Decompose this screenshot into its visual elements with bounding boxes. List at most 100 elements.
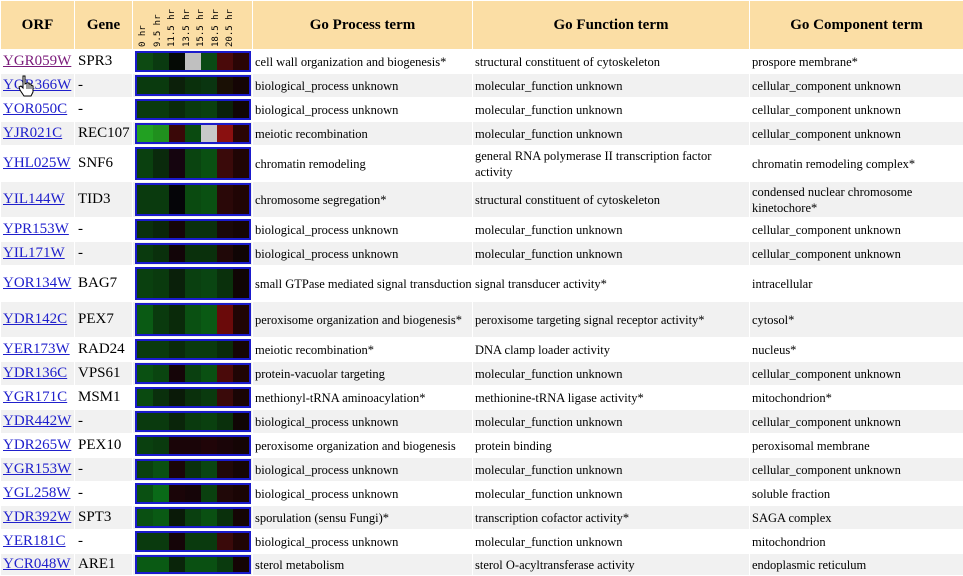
expression-value [185, 509, 201, 526]
table-row: YGR153W - biological_process unknown molecu… [0, 457, 963, 482]
expression-value [185, 341, 201, 358]
gene-cell: REC107 [74, 121, 133, 146]
expression-strip[interactable] [135, 483, 251, 504]
function-term-cell: sterol O-acyltransferase activity [472, 553, 750, 576]
table-row: YGR059W SPR3 cell wall organization and bi… [0, 49, 963, 74]
expression-strip[interactable] [135, 363, 251, 384]
orf-cell: YDR136C [0, 361, 75, 386]
orf-link[interactable]: YIL171W [3, 245, 65, 261]
expression-strip[interactable] [135, 123, 251, 144]
expression-heatmap-cell [132, 553, 253, 576]
orf-cell: YHL025W [0, 145, 75, 182]
expression-value [185, 77, 201, 94]
expression-value [201, 53, 217, 70]
orf-link[interactable]: YGR171C [3, 389, 68, 405]
gene-header[interactable]: Gene [74, 0, 133, 50]
timepoint-label-text: 20.5 hr [225, 9, 235, 47]
expression-strip[interactable] [135, 147, 251, 180]
orf-link[interactable]: YGR153W [3, 461, 72, 477]
expression-value [169, 485, 185, 502]
expression-heatmap-cell [132, 337, 253, 362]
expression-strip[interactable] [135, 411, 251, 432]
orf-link[interactable]: YDR142C [3, 311, 68, 327]
expression-strip[interactable] [135, 339, 251, 360]
component-term-cell: prospore membrane* [749, 49, 963, 74]
expression-strip[interactable] [135, 267, 251, 300]
expression-value [169, 437, 185, 454]
expression-value [185, 437, 201, 454]
table-row: YDR442W - biological_process unknown molecu… [0, 409, 963, 434]
orf-link[interactable]: YCR048W [3, 556, 71, 572]
orf-link[interactable]: YDR265W [3, 437, 72, 453]
expression-value [137, 437, 153, 454]
expression-strip[interactable] [135, 219, 251, 240]
orf-header[interactable]: ORF [0, 0, 75, 50]
expression-strip[interactable] [135, 507, 251, 528]
component-term-cell: SAGA complex [749, 505, 963, 530]
expression-value [185, 269, 201, 298]
process-header[interactable]: Go Process term [252, 0, 473, 50]
orf-link[interactable]: YDR392W [3, 509, 72, 525]
expression-value [217, 269, 233, 298]
table-row: YDR136C VPS61 protein-vacuolar targeting mo… [0, 361, 963, 386]
orf-cell: YPR153W [0, 217, 75, 242]
component-term-cell: cellular_component unknown [749, 361, 963, 386]
component-term-cell: cellular_component unknown [749, 97, 963, 122]
orf-link[interactable]: YDR136C [3, 365, 68, 381]
expression-strip[interactable] [135, 303, 251, 336]
orf-link[interactable]: YER173W [3, 341, 70, 357]
timepoint-label: 15.5 hr [193, 2, 208, 49]
expression-strip[interactable] [135, 243, 251, 264]
expression-value [233, 461, 249, 478]
orf-link[interactable]: YOR134W [3, 275, 72, 291]
process-term-cell: sporulation (sensu Fungi)* [252, 505, 473, 530]
function-term-cell: transcription cofactor activity* [472, 505, 750, 530]
orf-cell: YGR153W [0, 457, 75, 482]
orf-link[interactable]: YHL025W [3, 155, 71, 171]
expression-value [185, 245, 201, 262]
component-header[interactable]: Go Component term [749, 0, 963, 50]
expression-strip[interactable] [135, 75, 251, 96]
expression-strip[interactable] [135, 435, 251, 456]
function-header[interactable]: Go Function term [472, 0, 750, 50]
expression-heatmap-cell [132, 301, 253, 338]
process-term-cell: biological_process unknown [252, 409, 473, 434]
expression-strip[interactable] [135, 51, 251, 72]
gene-cell: MSM1 [74, 385, 133, 410]
process-term-cell: small GTPase mediated signal transductio… [252, 265, 473, 302]
expression-strip[interactable] [135, 555, 251, 574]
expression-value [217, 509, 233, 526]
orf-cell: YDR265W [0, 433, 75, 458]
orf-link[interactable]: YIL144W [3, 191, 65, 207]
expression-strip[interactable] [135, 387, 251, 408]
expression-strip[interactable] [135, 99, 251, 120]
orf-link[interactable]: YER181C [3, 533, 66, 549]
expression-value [201, 305, 217, 334]
expression-value [169, 245, 185, 262]
orf-link[interactable]: YOR050C [3, 101, 68, 117]
orf-link[interactable]: YGR059W [3, 53, 72, 69]
timepoint-label: 11.5 hr [164, 2, 179, 49]
expression-value [153, 389, 169, 406]
orf-link[interactable]: YPR153W [3, 221, 69, 237]
expression-value [137, 305, 153, 334]
orf-link[interactable]: YOR366W [3, 77, 72, 93]
component-term-cell: peroxisomal membrane [749, 433, 963, 458]
orf-link[interactable]: YJR021C [3, 125, 63, 141]
expression-heatmap-cell [132, 529, 253, 554]
expression-value [217, 413, 233, 430]
expression-value [137, 221, 153, 238]
process-term-cell: protein-vacuolar targeting [252, 361, 473, 386]
expression-value [169, 149, 185, 178]
expression-value [169, 269, 185, 298]
orf-link[interactable]: YDR442W [3, 413, 72, 429]
orf-link[interactable]: YGL258W [3, 485, 71, 501]
expression-strip[interactable] [135, 459, 251, 480]
process-term-cell: sterol metabolism [252, 553, 473, 576]
expression-value [233, 305, 249, 334]
expression-strip[interactable] [135, 183, 251, 216]
expression-value [137, 509, 153, 526]
expression-heatmap-cell [132, 49, 253, 74]
expression-strip[interactable] [135, 531, 251, 552]
expression-value [169, 77, 185, 94]
